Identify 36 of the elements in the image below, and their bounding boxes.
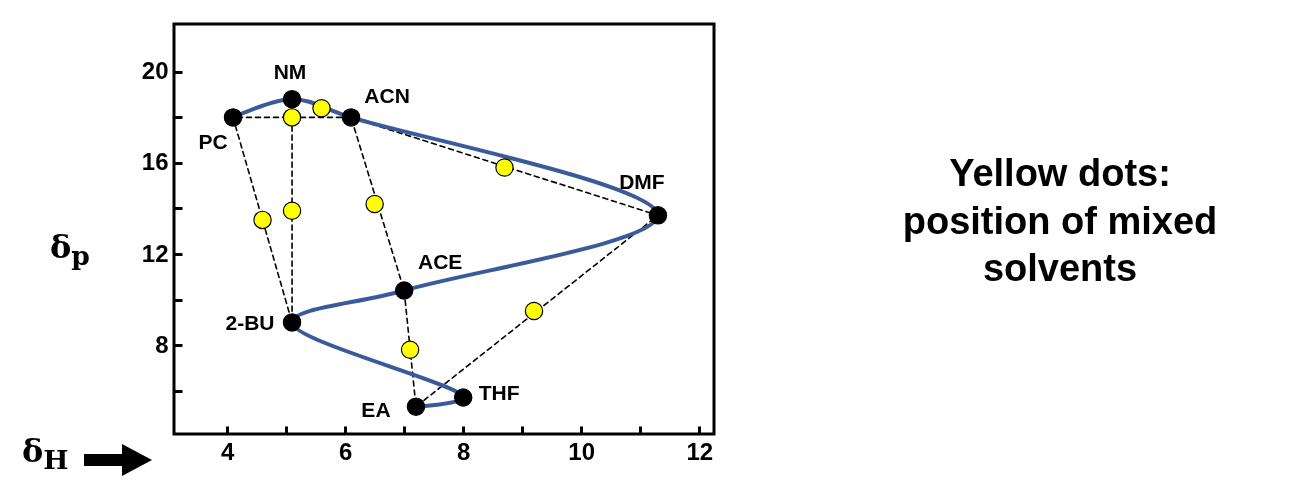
- point: [495, 158, 514, 177]
- x-tick-label: 4: [220, 437, 235, 465]
- x-tick-label: 10: [568, 437, 596, 465]
- point: [282, 89, 302, 109]
- point: [282, 313, 302, 332]
- text: Yellow dots: position of mixed solvents: [901, 151, 1219, 291]
- annotation: THF: [478, 380, 520, 404]
- x-axis-title: δ$_{H}$: [22, 432, 69, 476]
- x-tick-label: 8: [457, 437, 471, 465]
- point: [282, 201, 302, 221]
- point: [341, 108, 361, 127]
- y-tick-label: 8: [155, 330, 169, 358]
- point: [223, 108, 243, 127]
- point: [406, 397, 426, 416]
- annotation: PC: [198, 130, 228, 154]
- point: [453, 388, 473, 407]
- y-tick-label: 20: [141, 57, 169, 85]
- point: [282, 108, 302, 127]
- y-tick-label: 12: [141, 239, 169, 267]
- annotation: DMF: [619, 170, 665, 194]
- point: [394, 281, 414, 300]
- y-tick-label: 16: [141, 148, 169, 176]
- point: [312, 99, 331, 118]
- annotation: 2-BU: [225, 311, 275, 335]
- annotation: NM: [273, 60, 307, 84]
- annotation: ACE: [417, 249, 463, 273]
- point: [524, 301, 544, 321]
- point: [365, 194, 384, 214]
- annotation: ACN: [364, 84, 410, 108]
- x-tick-label: 12: [686, 437, 714, 465]
- point: [648, 206, 668, 225]
- point: [400, 340, 420, 359]
- y-axis-title: δ$_{p}$: [50, 228, 90, 272]
- x-tick-label: 6: [338, 437, 353, 465]
- annotation: EA: [361, 397, 391, 421]
- point: [253, 210, 272, 230]
